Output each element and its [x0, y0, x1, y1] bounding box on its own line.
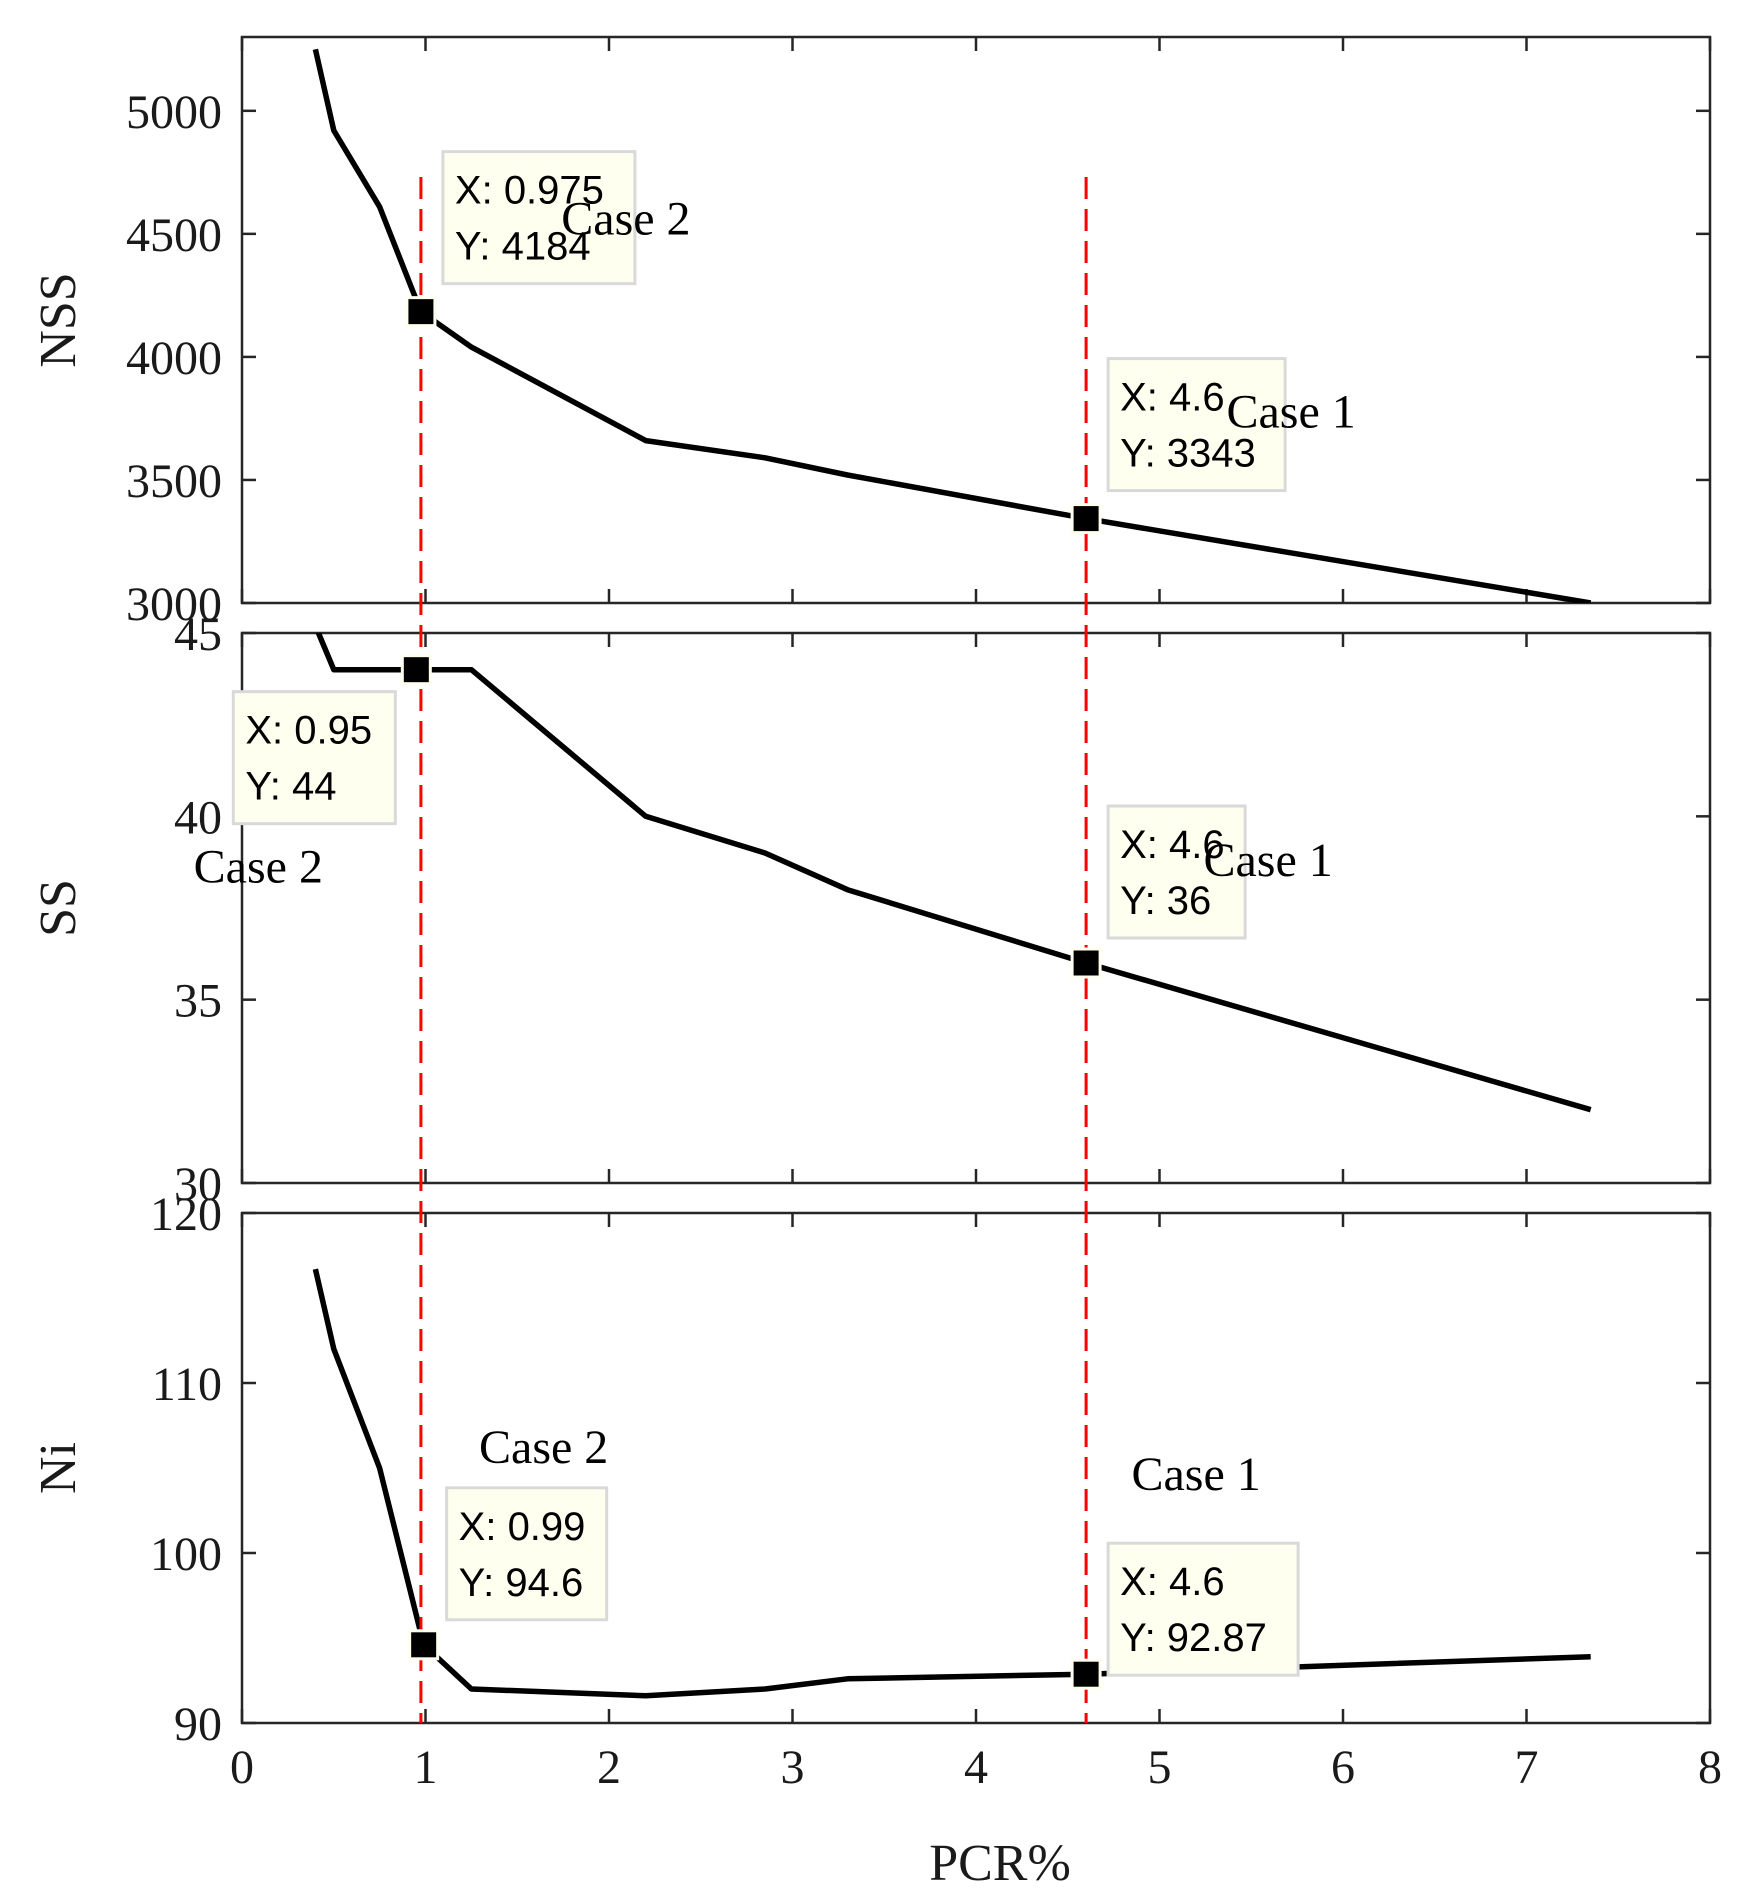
ni-y-axis-label: Ni	[30, 1442, 87, 1494]
ni-datatip: X: 4.6 Y: 92.87 Case 1	[1070, 1448, 1300, 1690]
ni-datatip-x-text: X: 4.6	[1120, 1560, 1225, 1604]
nss-datatip-x-text: X: 4.6	[1120, 376, 1225, 420]
x-tick-label: 7	[1515, 1741, 1539, 1794]
ni-y-tick-label: 90	[174, 1698, 222, 1751]
ss-case-label: Case 1	[1203, 834, 1332, 887]
ss-datatip-box	[231, 690, 397, 826]
nss-y-tick-label: 3500	[126, 455, 222, 508]
ni-datatip-box	[445, 1486, 609, 1622]
nss-plot-frame	[240, 35, 1712, 605]
nss-y-tick-label: 4000	[126, 332, 222, 385]
ni-y-tick-label: 110	[152, 1358, 222, 1411]
ni-series-line	[312, 1268, 1591, 1699]
nss-datatip-x-text: X: 0.975	[455, 169, 604, 213]
x-axis-label: PCR%	[929, 1835, 1071, 1892]
nss-datatip-y-text: Y: 3343	[1120, 432, 1256, 476]
x-tick-label: 8	[1698, 1741, 1722, 1794]
nss-datatip-box	[1106, 357, 1287, 493]
nss-y-axis-label: NSS	[30, 272, 87, 367]
x-tick-label: 3	[781, 1741, 805, 1794]
nss-datatip-marker	[1070, 503, 1102, 535]
x-tick-label: 4	[964, 1741, 988, 1794]
nss-series-line	[312, 48, 1592, 603]
nss-datatip-marker	[405, 296, 437, 328]
ss-plot-frame	[240, 631, 1712, 1185]
nss-y-tick-label: 5000	[126, 86, 222, 139]
ss-datatip-y-text: Y: 36	[1120, 879, 1211, 923]
ni-datatip-box	[1106, 1541, 1300, 1677]
ss-series-line	[315, 633, 1592, 1113]
ni-case-label: Case 1	[1131, 1448, 1260, 1501]
ss-datatip-y-text: Y: 44	[245, 765, 336, 809]
x-tick-label: 0	[230, 1741, 254, 1794]
ss-datatip-x-text: X: 0.95	[245, 709, 372, 753]
nss-case-label: Case 2	[561, 193, 690, 246]
ni-datatip-y-text: Y: 92.87	[1120, 1616, 1267, 1660]
ni-case-label: Case 2	[479, 1421, 608, 1474]
ni-datatip: X: 0.99 Y: 94.6 Case 2	[408, 1421, 609, 1661]
ss-panel: 30 35 40 45 SS	[30, 608, 1712, 1211]
ni-panel: 0 1 2 3 4 5 6 7 8 90 100 110 120 Ni	[30, 1188, 1722, 1794]
x-tick-label: 6	[1331, 1741, 1355, 1794]
x-tick-label: 2	[597, 1741, 621, 1794]
ss-y-tick-label: 35	[174, 975, 222, 1028]
ss-y-axis-label: SS	[30, 879, 87, 937]
nss-y-tick-label: 3000	[126, 578, 222, 631]
nss-panel: 3000 3500 4000 4500 5000 NSS	[30, 35, 1712, 631]
ni-y-tick-label: 120	[150, 1188, 222, 1241]
ss-case-label: Case 2	[194, 841, 323, 894]
ni-y-tick-label: 100	[150, 1528, 222, 1581]
nss-datatip-y-text: Y: 4184	[455, 225, 591, 269]
ss-y-tick-label: 30	[174, 1158, 222, 1211]
nss-datatip-box	[441, 150, 637, 286]
x-tick-label: 1	[414, 1741, 438, 1794]
ni-datatip-marker	[1070, 1658, 1102, 1690]
nss-case-label: Case 1	[1226, 386, 1355, 439]
ni-plot-frame	[240, 1211, 1712, 1725]
ss-y-tick-label: 40	[174, 791, 222, 844]
ss-datatip-box	[1106, 804, 1247, 940]
ni-datatip-x-text: X: 0.99	[459, 1505, 586, 1549]
x-tick-label: 5	[1148, 1741, 1172, 1794]
ni-datatip-marker	[408, 1629, 440, 1661]
ss-datatip-marker	[400, 654, 432, 686]
nss-y-tick-label: 4500	[126, 209, 222, 262]
ss-datatip: X: 0.95 Y: 44 Case 2	[194, 654, 432, 894]
ss-y-tick-label: 45	[174, 608, 222, 661]
ss-datatip-marker	[1070, 947, 1102, 979]
ss-datatip-x-text: X: 4.6	[1120, 823, 1225, 867]
ni-datatip-y-text: Y: 94.6	[459, 1561, 584, 1605]
